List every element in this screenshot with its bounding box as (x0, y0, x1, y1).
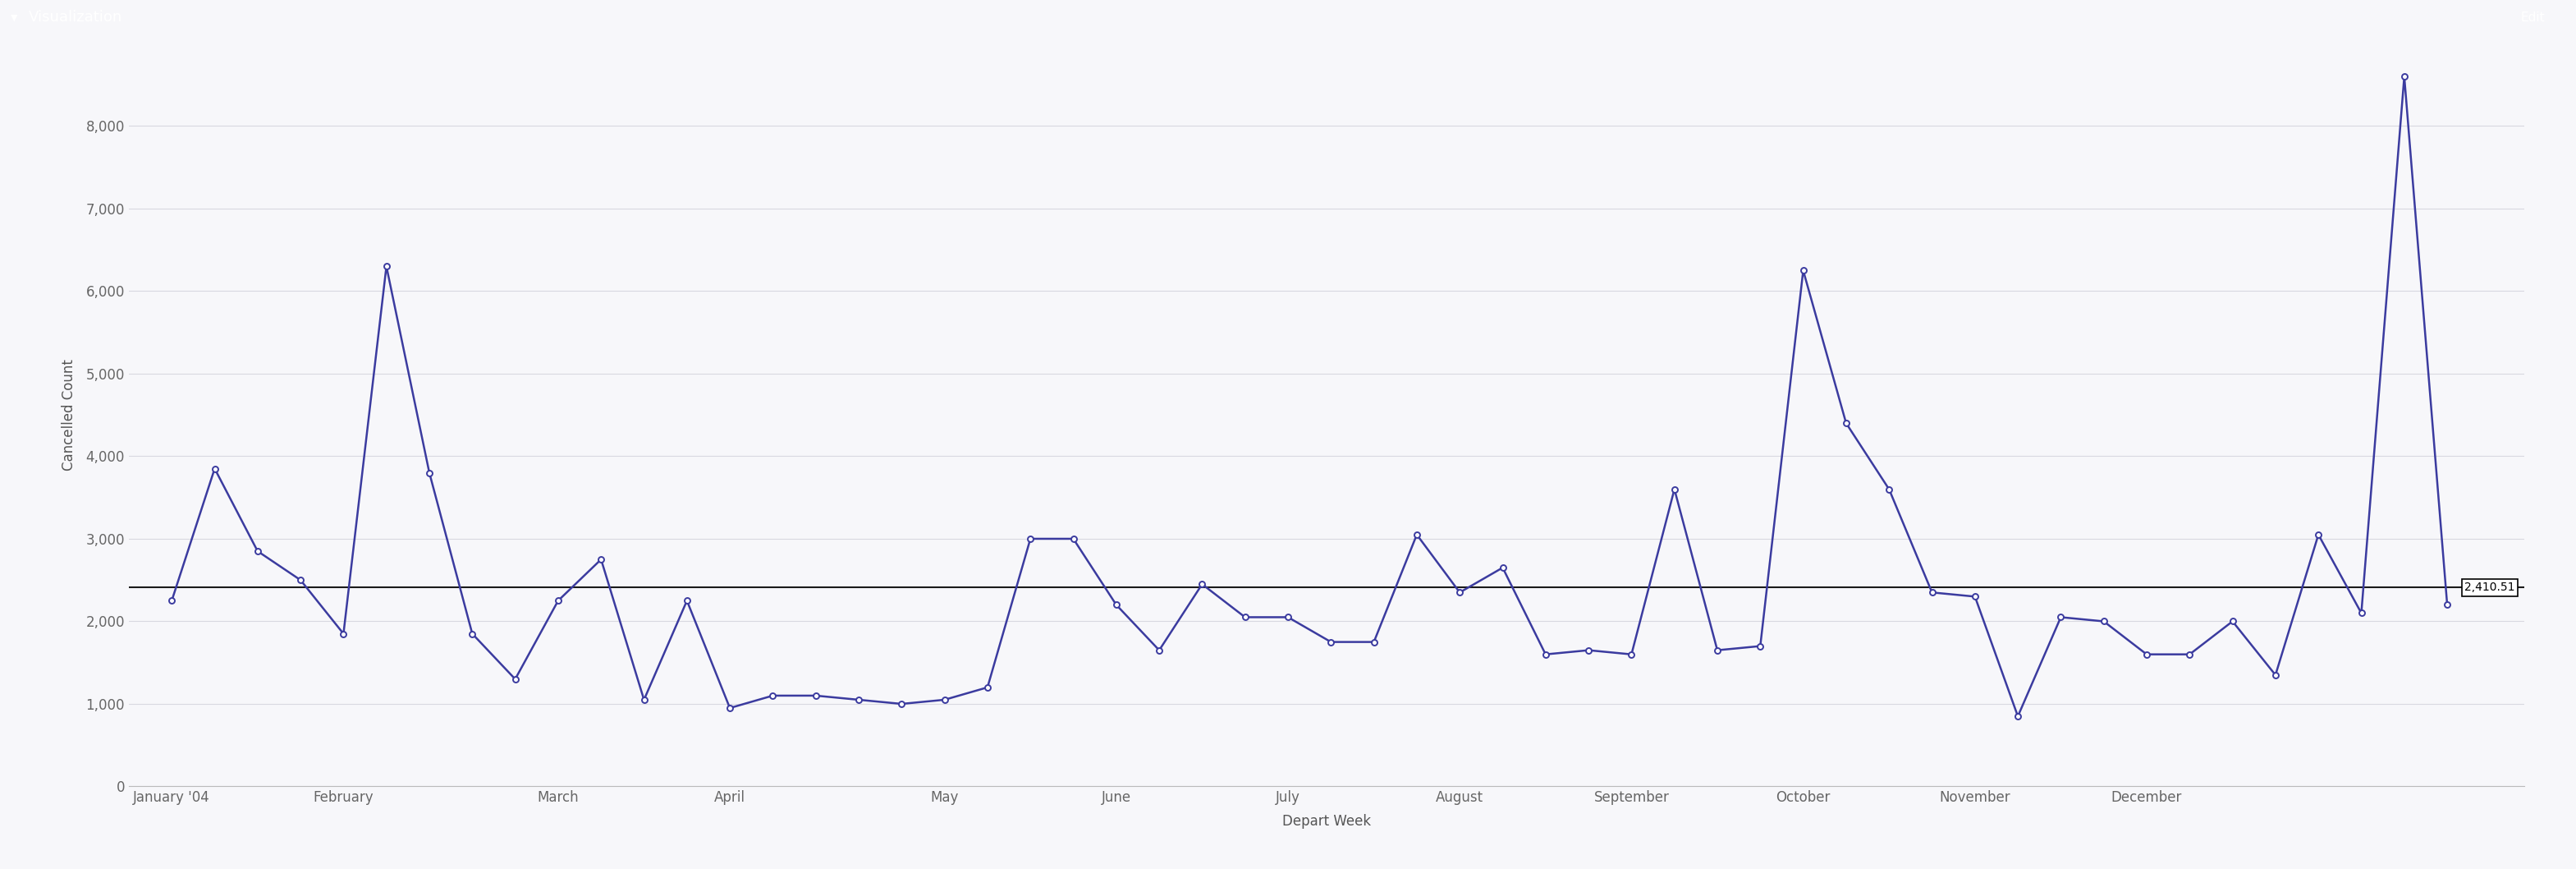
Y-axis label: Cancelled Count: Cancelled Count (62, 359, 77, 471)
Text: ▼: ▼ (10, 13, 18, 22)
Text: Edit: Edit (2522, 11, 2545, 23)
Text: 2,410.51: 2,410.51 (2465, 581, 2514, 594)
X-axis label: Depart Week: Depart Week (1283, 814, 1370, 829)
Text: Visualization: Visualization (28, 10, 121, 25)
